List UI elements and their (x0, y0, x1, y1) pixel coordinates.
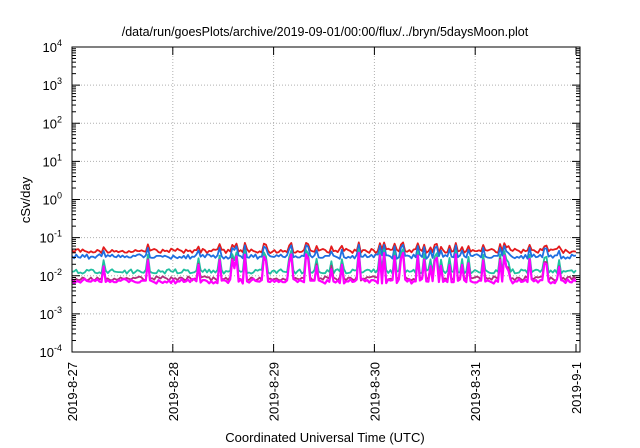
y-tick-label: 10-3 (40, 305, 62, 322)
series-group (71, 241, 577, 285)
y-tick-label: 100 (43, 191, 62, 208)
chart-title: /data/run/goesPlots/archive/2019-09-01/0… (122, 25, 529, 39)
y-tick-label: 102 (43, 114, 62, 131)
x-tick-label: 2019-8-30 (367, 362, 382, 421)
y-tick-label: 10-4 (40, 343, 62, 360)
x-tick-label: 2019-8-31 (468, 362, 483, 421)
y-tick-label: 104 (43, 38, 62, 55)
y-axis-label: cSv/day (18, 176, 33, 223)
x-tick-label: 2019-8-29 (267, 362, 282, 421)
y-tick-label: 101 (43, 152, 62, 169)
grid (72, 47, 580, 352)
ticks (71, 46, 580, 353)
series-line (71, 241, 577, 254)
series-line (71, 243, 577, 260)
series-line (71, 251, 577, 285)
x-axis-label: Coordinated Universal Time (UTC) (225, 430, 424, 445)
y-tick-label: 10-2 (40, 267, 62, 284)
x-tick-label: 2019-9-1 (569, 362, 584, 414)
x-tick-label: 2019-8-28 (166, 362, 181, 421)
x-tick-labels: 2019-8-27 2019-8-28 2019-8-29 2019-8-30 2019… (65, 362, 584, 421)
plot-frame (71, 46, 581, 353)
series-line (71, 248, 577, 275)
y-tick-label: 10-1 (40, 229, 62, 246)
y-tick-labels: 10-4 10-3 10-2 10-1 100 101 102 103 104 (40, 38, 62, 360)
y-tick-label: 103 (43, 76, 62, 93)
series-line (71, 252, 577, 282)
x-tick-label: 2019-8-27 (65, 362, 80, 421)
